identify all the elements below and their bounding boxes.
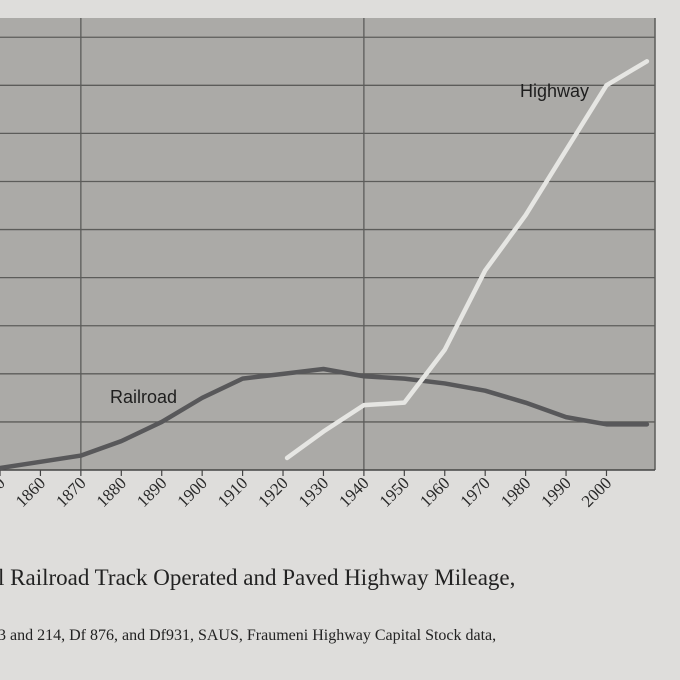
series-line — [284, 59, 650, 461]
source: 3 and 214, Df 876, and Df931, SAUS, Frau… — [0, 627, 496, 644]
plot-area — [0, 18, 655, 470]
series-label: Highway — [520, 81, 589, 101]
series-label: Railroad — [110, 387, 177, 407]
caption: l Railroad Track Operated and Paved High… — [0, 565, 515, 590]
series-line — [0, 366, 650, 471]
